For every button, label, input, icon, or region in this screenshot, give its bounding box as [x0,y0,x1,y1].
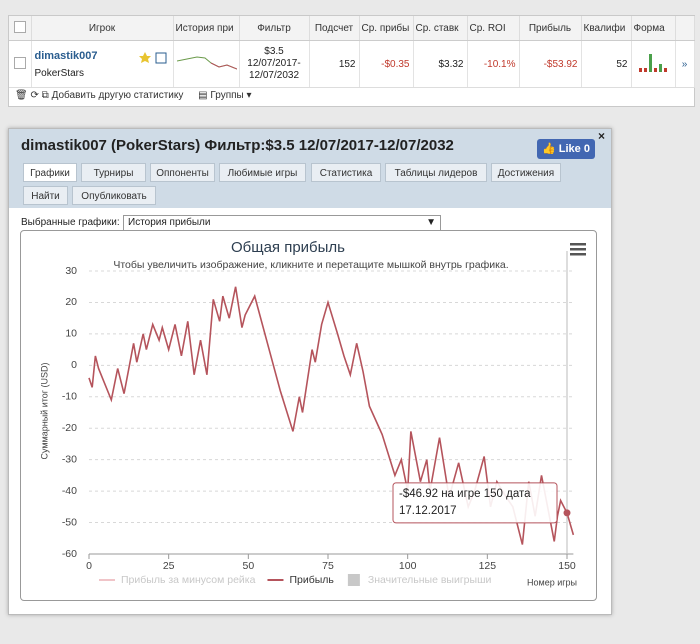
tooltip-text: 17.12.2017 [399,505,457,517]
qualifier: 52 [581,40,632,88]
header[interactable]: Ср. ROI [467,16,520,41]
x-tick-label: 100 [399,560,417,572]
legend-label: Значительные выигрыши [368,574,492,586]
header[interactable]: Игрок [31,16,174,41]
chart: Общая прибыль Чтобы увеличить изображени… [39,239,586,587]
y-tick-label: 0 [71,359,77,371]
y-tick-label: -20 [62,422,77,434]
panel-title: dimastik007 (PokerStars) Фильтр:$3.5 12/… [21,137,454,154]
tooltip-text: -$46.92 на игре 150 дата [399,488,531,500]
tooltip: -$46.92 на игре 150 дата 17.12.2017 [392,482,558,524]
tab[interactable]: Опубликовать [72,186,156,205]
icon[interactable]: ▾ [243,90,252,101]
player-site: PokerStars [34,67,84,79]
form [631,40,676,88]
x-tick-label: 50 [242,560,254,572]
tab[interactable]: Достижения [491,163,561,182]
y-tick-label: -10 [62,391,77,403]
y-tick-label: 20 [65,296,77,308]
chart-frame [20,230,597,601]
legend-label: Прибыль [289,574,334,586]
y-tick-label: 30 [65,265,77,277]
form-bars [639,53,667,72]
select-value: История прибыли [128,217,211,228]
chart-title: Общая прибыль [231,239,345,256]
tab[interactable]: Оппоненты [150,163,215,182]
profit: -$53.92 [519,40,582,88]
chart-subtitle: Чтобы увеличить изображение, кликните и … [113,259,508,271]
y-axis-label: Суммарный итог (USD) [39,362,49,459]
header[interactable]: Фильтр [239,16,310,41]
history-sparkline [173,40,240,88]
close-button[interactable]: × [598,129,606,143]
x-tick-label: 150 [558,560,576,572]
add-stat[interactable]: Добавить другую статистику [51,90,184,101]
table: Игрок История при Фильтр Подсчет Ср. при… [9,16,695,88]
stats-table: Игрок История при Фильтр Подсчет Ср. при… [8,15,695,107]
y-tick-label: -40 [62,485,77,497]
header[interactable]: История при [173,16,240,41]
player-icons[interactable] [138,51,169,65]
tab[interactable]: Статистика [311,163,381,182]
menu-icon[interactable] [570,243,586,256]
y-tick-label: -60 [62,548,77,560]
header[interactable]: Ср. прибы [359,16,414,41]
avg-profit: -$0.35 [359,40,414,88]
tab[interactable]: Турниры [81,163,146,182]
header-empty [675,16,695,41]
tab[interactable]: Найти [23,186,68,205]
header[interactable]: Квалифи [581,16,632,41]
x-tick-label: 75 [322,560,334,572]
tab[interactable]: Таблицы лидеров [385,163,487,182]
like-count: 0 [583,143,590,155]
header[interactable]: Форма [631,16,676,41]
header-checkbox[interactable] [9,16,32,41]
y-tick-label: -50 [62,516,77,528]
count: 152 [309,40,360,88]
sparkline [176,55,237,69]
y-tick-label: -30 [62,453,77,465]
groups[interactable]: Группы [210,90,244,101]
tab[interactable]: Графики [23,163,77,182]
icon[interactable]: 🗑 ⟳ ⧉ [15,90,52,101]
select[interactable]: История прибыли ▼ [123,215,441,231]
select-label: Выбранные графики: [21,217,120,228]
filter: $3.5 12/07/2017-12/07/2032 [239,40,310,88]
like-button[interactable]: 👍 Like 0 [537,139,595,159]
highlight-point [563,509,571,517]
player-cell: dimastik007 PokerStars [31,40,174,88]
x-tick-label: 0 [86,560,92,572]
header[interactable]: Прибыль [519,16,582,41]
legend-label: Прибыль за минусом рейка [121,574,256,586]
row-checkbox[interactable] [9,40,32,88]
tooltip-box [392,482,558,524]
x-axis-label: Номер игры [527,577,577,587]
header[interactable]: Ср. ставк [413,16,468,41]
like-text: Like [558,143,581,155]
y-tick-label: 10 [65,328,77,340]
toolbar: 🗑 ⟳ ⧉ Добавить другую статистику ▤ Групп… [15,90,252,101]
icon: ▤ [198,90,211,101]
legend-symbol [347,574,360,586]
tab[interactable]: Любимые игры [219,163,306,182]
row-link[interactable]: » [675,40,695,88]
header[interactable]: Подсчет [309,16,360,41]
dropdown-arrow: ▼ [426,217,436,228]
x-tick-label: 25 [163,560,175,572]
player-name[interactable]: dimastik007 [34,49,98,62]
panel: dimastik007 (PokerStars) Фильтр:$3.5 12/… [8,128,612,615]
avg-stake: $3.32 [413,40,468,88]
avg-roi: -10.1% [467,40,520,88]
x-tick-label: 125 [479,560,497,572]
